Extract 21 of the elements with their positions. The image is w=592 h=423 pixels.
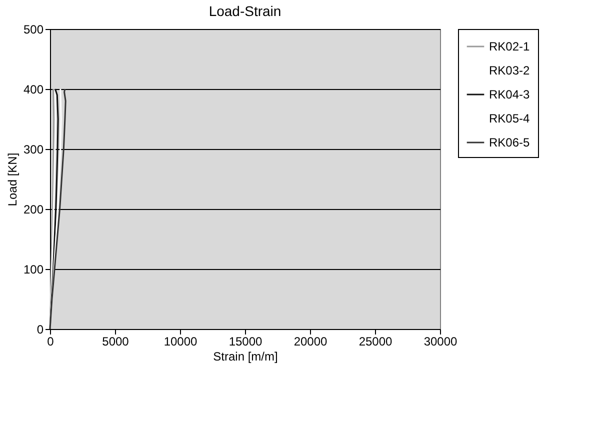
- y-axis-title: Load [KN]: [5, 152, 20, 206]
- text: RK05-4: [489, 112, 530, 126]
- text: RK03-2: [489, 64, 530, 78]
- y-tick-label: 0: [36, 322, 44, 336]
- chart-title: Load-Strain: [208, 3, 282, 19]
- legend-label: RK04-3: [489, 88, 530, 102]
- x-tick-label: 5000: [102, 334, 130, 348]
- x-tick-label: 10000: [164, 334, 198, 348]
- y-tick-label: 400: [23, 82, 44, 96]
- y-tick-label: 300: [23, 142, 44, 156]
- legend-label: RK06-5: [489, 136, 530, 150]
- x-tick-label: 25000: [358, 334, 393, 348]
- legend-label: RK02-1: [489, 40, 530, 54]
- x-tick-label: 15000: [228, 334, 263, 348]
- y-tick-label: 200: [23, 202, 44, 216]
- y-tick-label: 500: [23, 22, 44, 36]
- x-tick-label: 0: [47, 334, 54, 348]
- x-tick-label: 20000: [294, 334, 328, 348]
- y-tick-label: 100: [23, 262, 44, 276]
- x-axis-title: Strain [m/m]: [213, 350, 278, 364]
- x-tick-label: 30000: [424, 334, 458, 348]
